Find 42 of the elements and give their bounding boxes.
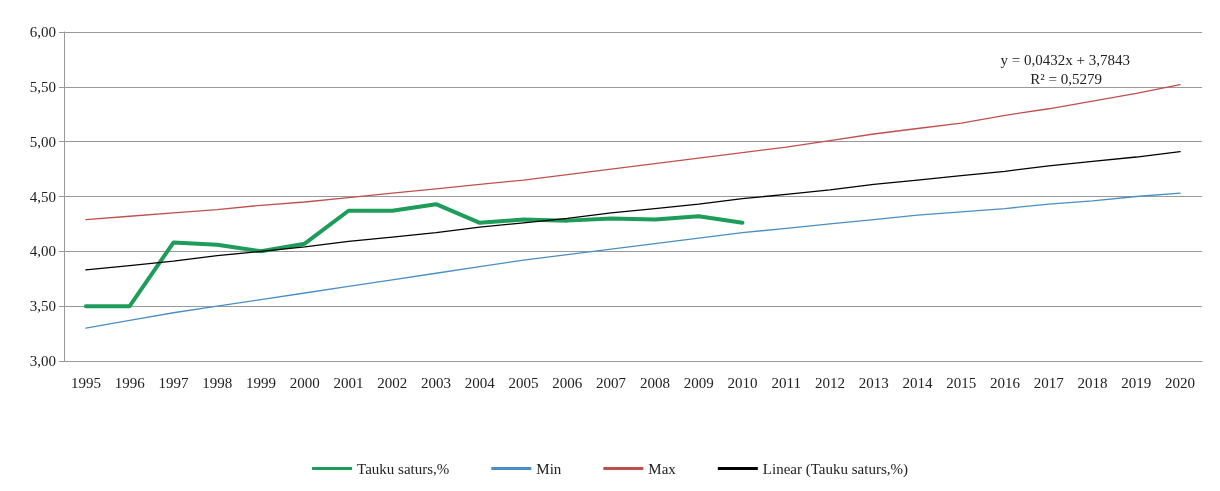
x-tick-label: 2002: [377, 374, 408, 391]
x-tick-label: 2007: [596, 374, 627, 391]
line-series: [85, 150, 1181, 271]
y-tick-label: 5,50: [29, 78, 56, 95]
y-tick-label: 4,00: [29, 243, 56, 260]
x-tick-label: 2003: [421, 374, 452, 391]
y-tick-label: 3,00: [29, 353, 56, 369]
legend-label: Min: [536, 460, 562, 477]
annotation: y = 0,0432x + 3,7843: [1000, 51, 1130, 68]
x-tick-label: 1995: [70, 374, 101, 391]
x-tick-label: 2014: [902, 374, 933, 391]
x-tick-label: 1997: [158, 374, 189, 391]
x-tick-label: 2019: [1121, 374, 1152, 391]
y-tick-label: 3,50: [29, 298, 56, 315]
x-tick-label: 2016: [990, 374, 1021, 391]
x-tick-label: 2005: [508, 374, 539, 391]
y-tick-label: 5,00: [29, 133, 56, 150]
x-tick-label: 2013: [858, 374, 889, 391]
x-tick-label: 2018: [1077, 374, 1108, 391]
line-series: [83, 202, 745, 309]
x-tick-label: 1998: [202, 374, 233, 391]
x-tick-label: 2006: [552, 374, 583, 391]
x-tick-label: 2004: [464, 374, 496, 391]
x-tick-label: 2009: [683, 374, 714, 391]
legend-label: Linear (Tauku saturs,%): [762, 460, 908, 478]
legend-label: Max: [648, 460, 677, 477]
x-tick-label: 2000: [289, 374, 320, 391]
y-tick-label: 6,00: [29, 24, 56, 40]
x-tick-label: 2017: [1033, 374, 1065, 391]
x-tick-label: 2020: [1165, 374, 1196, 391]
x-tick-label: 2015: [946, 374, 977, 391]
x-tick-label: 1999: [245, 374, 276, 391]
x-tick-label: 2012: [814, 374, 845, 391]
line-series: [85, 192, 1181, 329]
x-tick-label: 2008: [639, 374, 670, 391]
x-tick-label: 2011: [771, 374, 801, 391]
x-tick-label: 1996: [114, 374, 146, 391]
x-tick-label: 2001: [333, 374, 364, 391]
legend-label: Tauku saturs,%: [357, 460, 450, 477]
x-tick-label: 2010: [727, 374, 758, 391]
annotation: R² = 0,5279: [1030, 70, 1103, 87]
y-tick-label: 4,50: [29, 188, 56, 205]
